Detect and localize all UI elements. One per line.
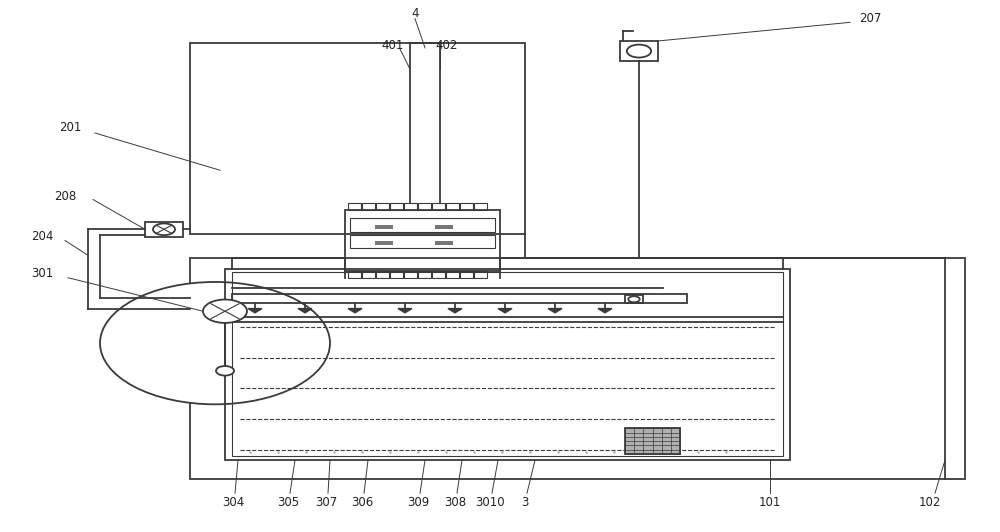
Bar [432,203,445,210]
Text: 204: 204 [31,230,53,243]
Text: 3010: 3010 [475,496,505,509]
Bar [232,294,687,303]
Polygon shape [548,309,562,313]
Bar [232,272,783,456]
Polygon shape [248,309,262,313]
Polygon shape [348,309,362,313]
Text: 201: 201 [59,121,81,134]
Circle shape [216,366,234,376]
Bar [404,271,417,278]
Bar [390,271,403,278]
Circle shape [153,223,175,235]
Circle shape [628,296,640,302]
Polygon shape [448,309,462,313]
Bar [362,203,375,210]
Text: 101: 101 [759,496,781,509]
Text: 207: 207 [859,12,881,25]
Text: 3: 3 [521,496,529,509]
Bar [390,203,403,210]
Bar [350,218,495,231]
Circle shape [100,282,330,404]
Bar [404,203,417,210]
Bar [446,271,459,278]
Text: 309: 309 [407,496,429,509]
Bar [625,295,643,303]
Text: 402: 402 [436,39,458,52]
Bar [145,222,183,237]
Text: 401: 401 [382,39,404,52]
Bar [418,271,431,278]
Bar [474,271,487,278]
Text: 306: 306 [351,496,373,509]
Bar [620,41,658,61]
Bar [375,225,393,229]
Circle shape [203,300,247,323]
Polygon shape [398,309,412,313]
Bar [432,271,445,278]
Text: 208: 208 [54,190,76,203]
Bar [348,271,361,278]
Bar [375,241,393,245]
Text: 301: 301 [31,268,53,280]
Bar [625,428,680,454]
Text: 305: 305 [277,496,299,509]
Bar [348,203,361,210]
Text: 4: 4 [411,7,419,20]
Bar [435,225,453,229]
Bar [460,271,473,278]
Circle shape [627,45,651,57]
Polygon shape [298,309,312,313]
Text: 102: 102 [919,496,941,509]
Bar [376,203,389,210]
Bar [350,235,495,248]
Bar [418,203,431,210]
Bar [460,203,473,210]
Bar [190,43,525,234]
Bar [190,258,965,479]
Text: 304: 304 [222,496,244,509]
Bar [362,271,375,278]
Bar [435,241,453,245]
Bar [225,269,790,460]
Bar [474,203,487,210]
Bar [376,271,389,278]
Bar [446,203,459,210]
Text: 307: 307 [315,496,337,509]
Bar [345,210,500,271]
Polygon shape [498,309,512,313]
Text: 308: 308 [444,496,466,509]
Polygon shape [598,309,612,313]
